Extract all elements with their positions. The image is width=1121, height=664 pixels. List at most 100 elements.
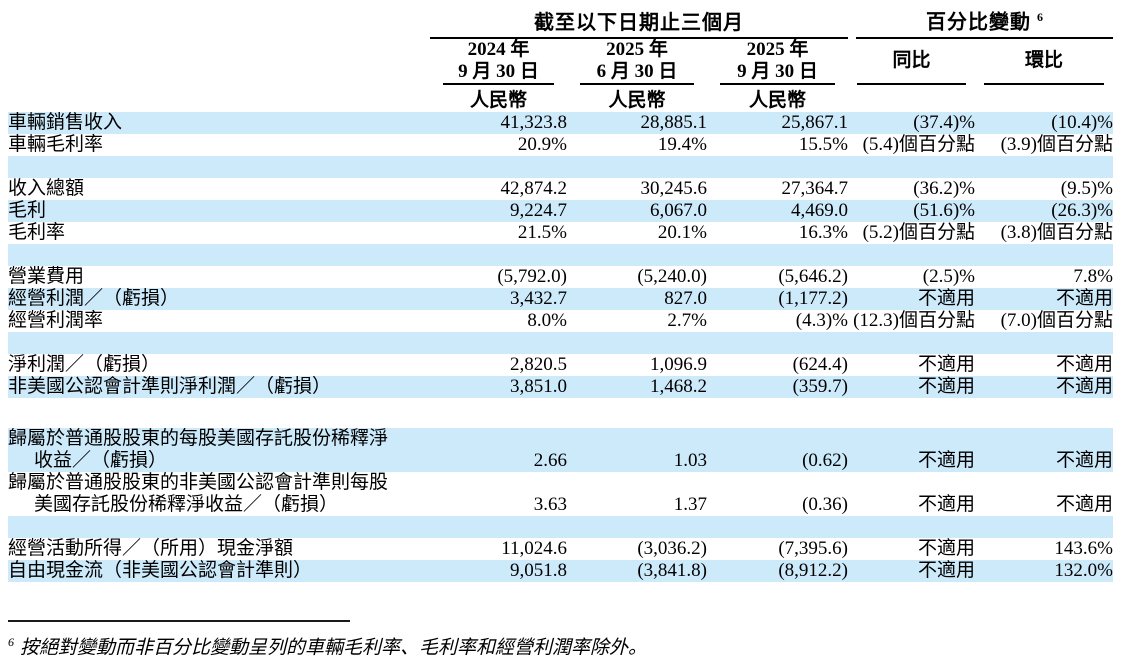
cell-value: 16.3% bbox=[707, 221, 848, 244]
period-group-label: 截至以下日期止三個月 bbox=[534, 11, 744, 34]
cell-value: 9,051.8 bbox=[430, 559, 567, 582]
qoq-header: 環比 bbox=[984, 39, 1104, 85]
cell-value: 143.6% bbox=[975, 537, 1113, 560]
date-year: 2024 年 bbox=[467, 38, 530, 60]
qoq-header-label: 環比 bbox=[1024, 49, 1063, 71]
cell-value: (3,036.2) bbox=[567, 537, 707, 560]
table-row: 毛利率 21.5% 20.1% 16.3% (5.2)個百分點 (3.8)個百分點 bbox=[8, 221, 1113, 244]
table-row: 歸屬於普通股股東的每股美國存託股份稀釋淨 收益／（虧損） 2.66 1.03 (0.62… bbox=[8, 427, 1113, 472]
cell-value: (624.4) bbox=[707, 353, 848, 376]
row-label: 自由現金流（非美國公認會計準則） bbox=[8, 559, 430, 582]
cell-value: 1.37 bbox=[567, 471, 707, 516]
footnote-text: 按絕對變動而非百分比變動呈列的車輛毛利率、毛利率和經營利潤率除外。 bbox=[20, 636, 648, 658]
row-label: 經營利潤率 bbox=[8, 309, 430, 332]
cell-value: (37.4)% bbox=[848, 111, 975, 134]
cell-value: (7.0)個百分點 bbox=[975, 309, 1113, 332]
row-label: 車輛毛利率 bbox=[8, 133, 430, 156]
cell-value: 不適用 bbox=[975, 287, 1113, 310]
empty-unit-cell bbox=[848, 85, 975, 112]
cell-value: (7,395.6) bbox=[707, 537, 848, 560]
spacer-cell bbox=[8, 243, 1113, 266]
cell-value: (3.9)個百分點 bbox=[975, 133, 1113, 156]
cell-value: 27,364.7 bbox=[707, 177, 848, 200]
footnote: 6 按絕對變動而非百分比變動呈列的車輛毛利率、毛利率和經營利潤率除外。 bbox=[8, 630, 1121, 660]
empty-unit-cell bbox=[975, 85, 1113, 112]
cell-value: 41,323.8 bbox=[430, 111, 567, 134]
cell-value: (1,177.2) bbox=[707, 287, 848, 310]
row-label-line2: 收益／（虧損） bbox=[34, 449, 168, 471]
cell-value: (8,912.2) bbox=[707, 559, 848, 582]
date-day: 6 月 30 日 bbox=[596, 60, 678, 82]
cell-value: 3,432.7 bbox=[430, 287, 567, 310]
table-row: 經營利潤／（虧損） 3,432.7 827.0 (1,177.2) 不適用 不適用 bbox=[8, 287, 1113, 310]
table-row: 車輛毛利率 20.9% 19.4% 15.5% (5.4)個百分點 (3.9)個百分點 bbox=[8, 133, 1113, 156]
cell-value: 不適用 bbox=[848, 353, 975, 376]
spacer-row bbox=[8, 331, 1113, 354]
date-year: 2025 年 bbox=[606, 38, 668, 60]
cell-value: 20.1% bbox=[567, 221, 707, 244]
cell-value: (0.36) bbox=[707, 471, 848, 516]
cell-value: (36.2)% bbox=[848, 177, 975, 200]
financial-table: 截至以下日期止三個月 百分比變動 6 2024 年 9 月 30 日 2025 … bbox=[8, 4, 1113, 582]
table-row: 毛利 9,224.7 6,067.0 4,469.0 (51.6)% (26.3)% bbox=[8, 199, 1113, 222]
cell-value: 3,851.0 bbox=[430, 375, 567, 398]
spacer-row bbox=[8, 515, 1113, 538]
row-label: 歸屬於普通股股東的非美國公認會計準則每股 美國存託股份稀釋淨收益／（虧損） bbox=[8, 471, 430, 516]
currency-unit: 人民幣 bbox=[748, 89, 806, 111]
row-label: 毛利 bbox=[8, 199, 430, 222]
spacer-cell bbox=[8, 155, 1113, 178]
currency-unit: 人民幣 bbox=[608, 89, 666, 111]
cell-value: (26.3)% bbox=[975, 199, 1113, 222]
footnote-number: 6 bbox=[8, 634, 14, 649]
cell-value: 827.0 bbox=[567, 287, 707, 310]
table-row: 非美國公認會計準則淨利潤／（虧損） 3,851.0 1,468.2 (359.7) 不適… bbox=[8, 375, 1113, 398]
spacer-row bbox=[8, 397, 1113, 428]
spacer-cell bbox=[8, 331, 1113, 354]
cell-value: 21.5% bbox=[430, 221, 567, 244]
row-label: 淨利潤／（虧損） bbox=[8, 353, 430, 376]
cell-value: 4,469.0 bbox=[707, 199, 848, 222]
table-row: 歸屬於普通股股東的非美國公認會計準則每股 美國存託股份稀釋淨收益／（虧損） 3.63… bbox=[8, 471, 1113, 516]
pct-change-group-header-cell: 百分比變動 6 bbox=[848, 4, 1113, 39]
date-header: 2024 年 9 月 30 日 bbox=[443, 39, 554, 85]
row-label: 收入總額 bbox=[8, 177, 430, 200]
spacer-cell bbox=[8, 397, 1113, 428]
table-row: 經營利潤率 8.0% 2.7% (4.3)% (12.3)個百分點 (7.0)個百分點 bbox=[8, 309, 1113, 332]
row-label: 歸屬於普通股股東的每股美國存託股份稀釋淨 收益／（虧損） bbox=[8, 427, 430, 472]
cell-value: 28,885.1 bbox=[567, 111, 707, 134]
cell-value: 30,245.6 bbox=[567, 177, 707, 200]
cell-value: 2.66 bbox=[430, 427, 567, 472]
table-body: 車輛銷售收入 41,323.8 28,885.1 25,867.1 (37.4)% (10… bbox=[8, 111, 1113, 582]
cell-value: 2,820.5 bbox=[430, 353, 567, 376]
footnote-reference: 6 bbox=[1037, 10, 1043, 24]
row-label-line1: 歸屬於普通股股東的每股美國存託股份稀釋淨 bbox=[8, 427, 389, 449]
pct-change-group-header: 百分比變動 6 bbox=[856, 4, 1113, 39]
column-header-2025-06-30: 2025 年 6 月 30 日 bbox=[567, 39, 707, 85]
cell-value: 11,024.6 bbox=[430, 537, 567, 560]
cell-value: (51.6)% bbox=[848, 199, 975, 222]
cell-value: (3.8)個百分點 bbox=[975, 221, 1113, 244]
row-label-line1: 歸屬於普通股股東的非美國公認會計準則每股 bbox=[8, 471, 389, 493]
cell-value: 15.5% bbox=[707, 133, 848, 156]
cell-value: 1,096.9 bbox=[567, 353, 707, 376]
spacer-row bbox=[8, 243, 1113, 266]
column-header-qoq: 環比 bbox=[975, 39, 1113, 85]
column-header-2024-09-30: 2024 年 9 月 30 日 bbox=[430, 39, 567, 85]
row-label: 營業費用 bbox=[8, 265, 430, 288]
cell-value: 不適用 bbox=[848, 471, 975, 516]
cell-value: 25,867.1 bbox=[707, 111, 848, 134]
cell-value: 不適用 bbox=[848, 537, 975, 560]
spacer-row bbox=[8, 155, 1113, 178]
row-label: 非美國公認會計準則淨利潤／（虧損） bbox=[8, 375, 430, 398]
date-day: 9 月 30 日 bbox=[737, 60, 818, 82]
cell-value: (359.7) bbox=[707, 375, 848, 398]
cell-value: (2.5)% bbox=[848, 265, 975, 288]
group-header-row: 截至以下日期止三個月 百分比變動 6 bbox=[8, 4, 1113, 39]
cell-value: 不適用 bbox=[848, 287, 975, 310]
table-row: 車輛銷售收入 41,323.8 28,885.1 25,867.1 (37.4)% (10… bbox=[8, 111, 1113, 134]
cell-value: 不適用 bbox=[975, 375, 1113, 398]
table-row: 經營活動所得／（所用）現金淨額 11,024.6 (3,036.2) (7,395.6… bbox=[8, 537, 1113, 560]
cell-value: (10.4)% bbox=[975, 111, 1113, 134]
cell-value: 42,874.2 bbox=[430, 177, 567, 200]
cell-value: 不適用 bbox=[975, 427, 1113, 472]
